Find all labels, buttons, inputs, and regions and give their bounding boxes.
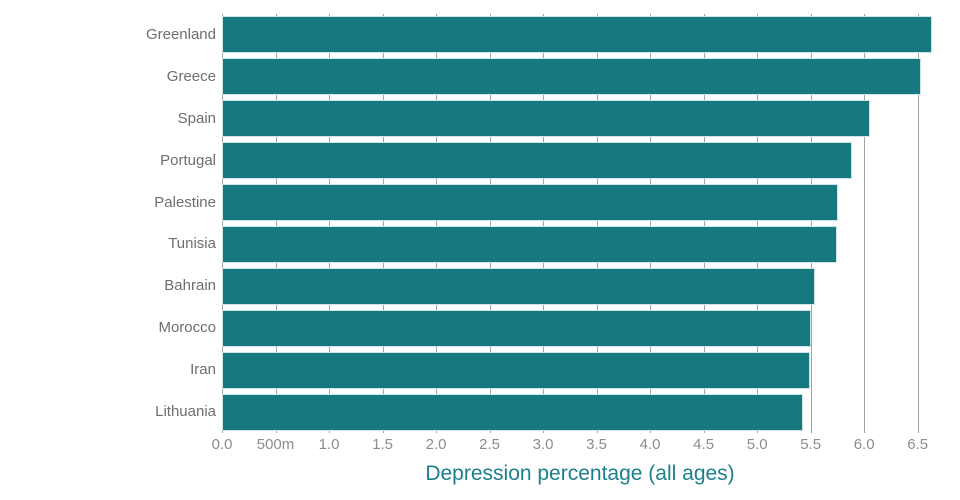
x-tick-label-2.5: 2.5 — [479, 436, 500, 453]
gridline-x-0.5 — [275, 14, 277, 433]
category-label-portugal: Portugal — [160, 152, 216, 169]
bar-greece — [222, 58, 921, 95]
gridline-x-6.5 — [917, 14, 919, 433]
plot-area — [222, 14, 938, 433]
x-tick-label-3.0: 3.0 — [532, 436, 554, 453]
x-tick-label-1.5: 1.5 — [372, 436, 393, 453]
category-label-lithuania: Lithuania — [155, 403, 216, 420]
bar-iran — [222, 352, 810, 389]
gridline-x-1 — [329, 14, 331, 433]
x-tick-label-5.0: 5.0 — [746, 436, 768, 453]
bar-tunisia — [222, 226, 838, 263]
gridline-x-5.5 — [810, 14, 812, 433]
x-axis-title: Depression percentage (all ages) — [425, 462, 735, 485]
category-label-greece: Greece — [166, 68, 216, 85]
x-tick-label-0.0: 0.0 — [211, 436, 233, 453]
x-tick-label-5.5: 5.5 — [800, 436, 822, 453]
gridline-x-1.5 — [382, 14, 384, 433]
x-tick-label-6.0: 6.0 — [853, 436, 875, 453]
x-tick-label-3.5: 3.5 — [586, 436, 608, 453]
bar-portugal — [222, 142, 853, 179]
category-label-morocco: Morocco — [158, 319, 216, 336]
gridline-x-2.5 — [489, 14, 491, 433]
x-axis-tick-labels: 0.0 500m 1.0 1.5 2.0 2.5 3.0 3.5 4.0 4.5 5.0 5.5 6.0… — [212, 436, 938, 456]
x-tick-label-500m: 500m — [256, 436, 295, 453]
gridline-x-3.5 — [596, 14, 598, 433]
gridline-x-5 — [757, 14, 759, 433]
bar-greenland — [222, 16, 932, 53]
category-label-bahrain: Bahrain — [164, 277, 216, 294]
x-tick-label-6.5: 6.5 — [907, 436, 929, 453]
x-tick-label-4.0: 4.0 — [639, 436, 661, 453]
category-label-palestine: Palestine — [154, 194, 216, 211]
x-tick-label-1.0: 1.0 — [318, 436, 340, 453]
category-label-spain: Spain — [177, 110, 216, 127]
y-axis-category-labels: Greenland Greece Spain Portugal Palestine Tun… — [0, 14, 216, 433]
category-label-iran: Iran — [190, 361, 216, 378]
gridline-x-2 — [436, 14, 438, 433]
bar-spain — [222, 100, 870, 137]
category-label-greenland: Greenland — [145, 26, 216, 43]
gridline-x-0 — [222, 14, 223, 433]
bar-bahrain — [222, 268, 815, 305]
x-tick-label-4.5: 4.5 — [693, 436, 715, 453]
gridline-x-3 — [543, 14, 545, 433]
gridline-x-4.5 — [703, 14, 705, 433]
bar-palestine — [222, 184, 839, 221]
bar-morocco — [222, 310, 811, 347]
gridline-x-4 — [650, 14, 652, 433]
x-tick-label-2.0: 2.0 — [425, 436, 447, 453]
category-label-tunisia: Tunisia — [168, 235, 216, 252]
bar-lithuania — [222, 394, 804, 431]
gridline-x-6 — [864, 14, 866, 433]
